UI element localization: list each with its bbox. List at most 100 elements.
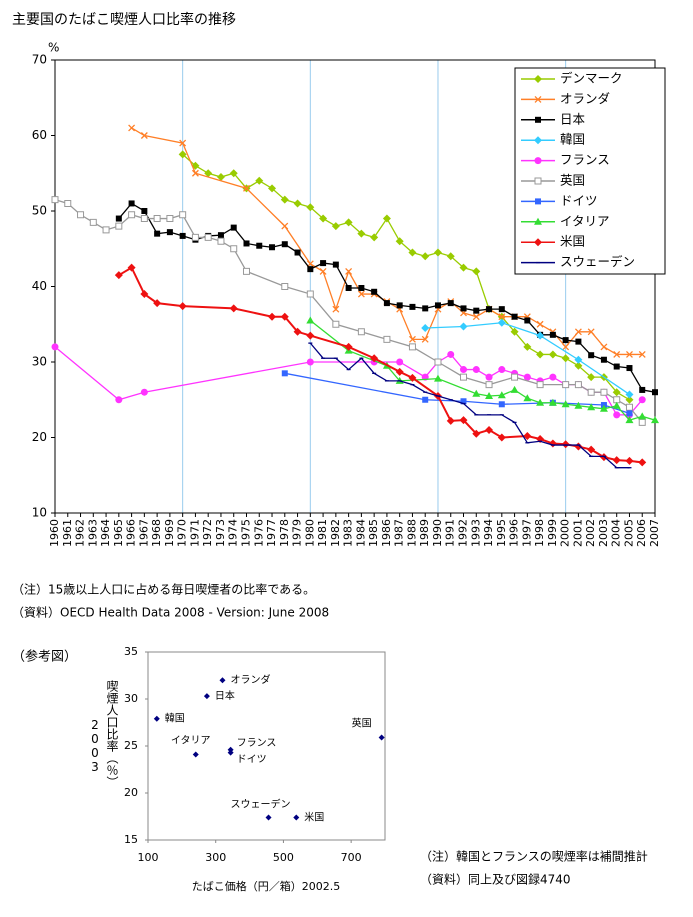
marker bbox=[485, 373, 493, 381]
y-unit: % bbox=[48, 41, 59, 55]
marker bbox=[548, 350, 557, 359]
marker bbox=[256, 242, 263, 249]
x-tick-label: 1970 bbox=[176, 519, 189, 547]
y-tick-label: 20 bbox=[32, 430, 47, 444]
x-tick-label: 1961 bbox=[61, 519, 74, 547]
marker bbox=[408, 343, 416, 351]
marker bbox=[293, 327, 302, 336]
marker bbox=[639, 386, 646, 393]
marker bbox=[433, 248, 442, 257]
marker bbox=[357, 290, 365, 298]
marker bbox=[460, 373, 468, 381]
marker bbox=[460, 366, 468, 374]
marker bbox=[523, 373, 531, 381]
marker bbox=[421, 324, 430, 333]
x-tick-label: 1969 bbox=[163, 519, 176, 547]
chart-title: 主要国のたばこ喫煙人口比率の推移 bbox=[12, 11, 236, 28]
y-tick-label: 20 bbox=[124, 786, 138, 799]
x-tick-label: 2002 bbox=[584, 519, 597, 547]
note: （注）15歳以上人口に占める毎日喫煙者の比率である。 bbox=[12, 582, 315, 597]
marker bbox=[242, 267, 250, 275]
x-tick-label: 1997 bbox=[520, 519, 533, 547]
marker bbox=[345, 267, 353, 275]
legend-marker bbox=[534, 238, 542, 247]
marker bbox=[485, 425, 494, 434]
marker bbox=[511, 373, 519, 381]
marker bbox=[574, 328, 582, 336]
marker bbox=[306, 316, 315, 324]
marker bbox=[320, 260, 327, 267]
marker bbox=[562, 337, 569, 344]
x-tick-label: 1985 bbox=[367, 519, 380, 547]
x-tick-label: 100 bbox=[138, 851, 159, 864]
y-axis-label-year: 2003 bbox=[88, 718, 102, 774]
marker bbox=[230, 245, 238, 253]
legend-marker bbox=[534, 75, 542, 83]
point-label: 韓国 bbox=[165, 713, 185, 725]
marker bbox=[268, 184, 277, 193]
marker bbox=[472, 389, 481, 397]
marker bbox=[153, 299, 162, 308]
y-tick-label: 10 bbox=[32, 506, 47, 520]
plot-border bbox=[54, 59, 656, 514]
marker bbox=[626, 410, 633, 417]
x-tick-label: 1986 bbox=[380, 519, 393, 547]
legend-label: 韓国 bbox=[560, 132, 585, 147]
x-tick-label: 2005 bbox=[622, 519, 635, 547]
marker bbox=[396, 302, 403, 309]
marker bbox=[651, 416, 659, 424]
marker bbox=[625, 395, 634, 404]
marker bbox=[613, 363, 620, 370]
marker bbox=[77, 211, 85, 219]
x-tick-label: 1977 bbox=[265, 519, 278, 547]
marker bbox=[191, 233, 199, 241]
marker bbox=[524, 317, 531, 324]
marker bbox=[536, 331, 545, 340]
x-tick-label: 1983 bbox=[342, 519, 355, 547]
marker bbox=[280, 312, 289, 321]
marker bbox=[421, 335, 429, 343]
marker bbox=[421, 252, 430, 261]
marker bbox=[370, 354, 379, 363]
x-tick-label: 1971 bbox=[188, 519, 201, 547]
marker bbox=[140, 388, 148, 396]
marker bbox=[115, 215, 122, 222]
marker bbox=[255, 176, 264, 185]
legend-label: フランス bbox=[560, 152, 610, 167]
marker bbox=[281, 370, 288, 377]
marker bbox=[51, 343, 59, 351]
x-tick-label: 1980 bbox=[303, 519, 316, 547]
marker bbox=[395, 237, 404, 246]
x-tick-label: 1973 bbox=[214, 519, 227, 547]
marker bbox=[575, 338, 582, 345]
legend-marker bbox=[535, 198, 541, 205]
marker bbox=[178, 150, 187, 159]
marker bbox=[497, 391, 506, 399]
marker bbox=[306, 358, 314, 366]
marker bbox=[140, 215, 148, 223]
marker bbox=[625, 416, 634, 424]
legend-marker bbox=[534, 136, 542, 145]
x-tick-label: 1974 bbox=[227, 519, 240, 547]
marker bbox=[459, 416, 468, 425]
x-tick-label: 1994 bbox=[482, 519, 495, 547]
point-label: ドイツ bbox=[237, 755, 267, 766]
x-tick-label: 500 bbox=[273, 851, 294, 864]
note: （資料）OECD Health Data 2008 - Version: Jun… bbox=[12, 606, 329, 620]
y-tick-label: 50 bbox=[32, 204, 47, 218]
legend-label: 英国 bbox=[560, 173, 585, 188]
marker bbox=[459, 322, 468, 331]
marker bbox=[587, 373, 596, 382]
marker bbox=[523, 431, 532, 440]
marker bbox=[141, 208, 148, 214]
marker bbox=[166, 215, 174, 223]
legend-label: ドイツ bbox=[560, 193, 598, 208]
marker bbox=[638, 412, 647, 420]
y-tick-label: 60 bbox=[32, 128, 47, 142]
marker bbox=[358, 285, 365, 292]
legend-label: イタリア bbox=[560, 213, 610, 228]
point-label: 米国 bbox=[304, 810, 324, 823]
x-tick-label: 2004 bbox=[610, 519, 623, 547]
x-tick-label: 1982 bbox=[329, 519, 342, 547]
